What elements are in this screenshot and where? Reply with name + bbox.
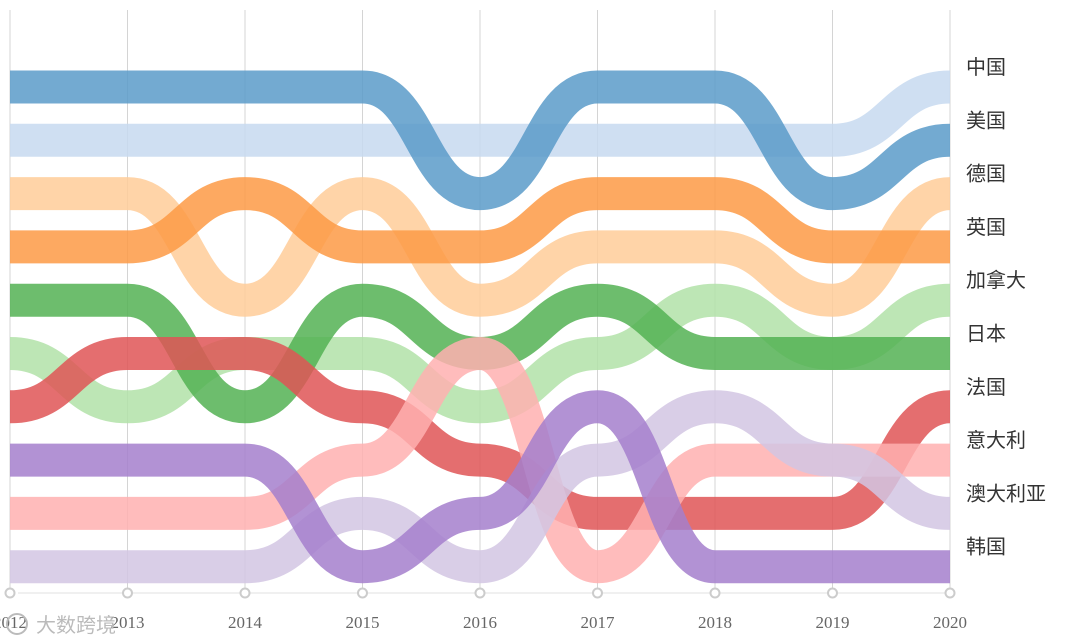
x-tick-marker	[474, 587, 486, 599]
series-band	[9, 390, 951, 584]
series-label: 德国	[966, 162, 1006, 186]
series-band	[10, 70, 951, 211]
series-label: 加拿大	[966, 268, 1026, 292]
series-band	[9, 336, 952, 530]
x-tick-label: 2015	[346, 613, 380, 632]
x-tick-marker	[827, 587, 838, 599]
series-label: 美国	[966, 108, 1006, 132]
x-tick-marker	[122, 587, 133, 599]
series-label: 中国	[966, 55, 1006, 79]
x-tick-marker	[944, 587, 956, 599]
series-bands	[9, 70, 952, 584]
series-label: 意大利	[966, 428, 1026, 452]
series-band	[10, 336, 950, 584]
series-band	[9, 390, 950, 584]
watermark-text: 大数跨境	[36, 613, 116, 637]
series-label: 日本	[966, 322, 1006, 346]
x-tick-marker	[239, 587, 251, 599]
x-tick-marker	[709, 587, 721, 599]
x-tick-marker	[357, 587, 368, 599]
x-tick-label: 2019	[816, 613, 850, 632]
x-axis: 201220132014201520162017201820192020	[0, 587, 967, 632]
series-label: 韩国	[966, 535, 1006, 559]
x-tick-marker	[592, 587, 603, 599]
x-tick-label: 2018	[698, 613, 732, 632]
series-label: 法国	[966, 375, 1006, 399]
x-tick-label: 2013	[111, 613, 145, 632]
x-tick-label: 2020	[933, 613, 967, 632]
x-tick-label: 2014	[228, 613, 263, 632]
watermark: 大数跨境	[6, 613, 116, 637]
series-band	[9, 70, 951, 157]
watermark-logo-icon	[6, 613, 28, 635]
series-band	[10, 177, 950, 264]
x-tick-label: 2016	[463, 613, 497, 632]
series-label: 英国	[966, 215, 1006, 239]
x-tick-marker	[4, 587, 16, 599]
x-tick-label: 2017	[581, 613, 616, 632]
series-label: 澳大利亚	[966, 481, 1046, 505]
